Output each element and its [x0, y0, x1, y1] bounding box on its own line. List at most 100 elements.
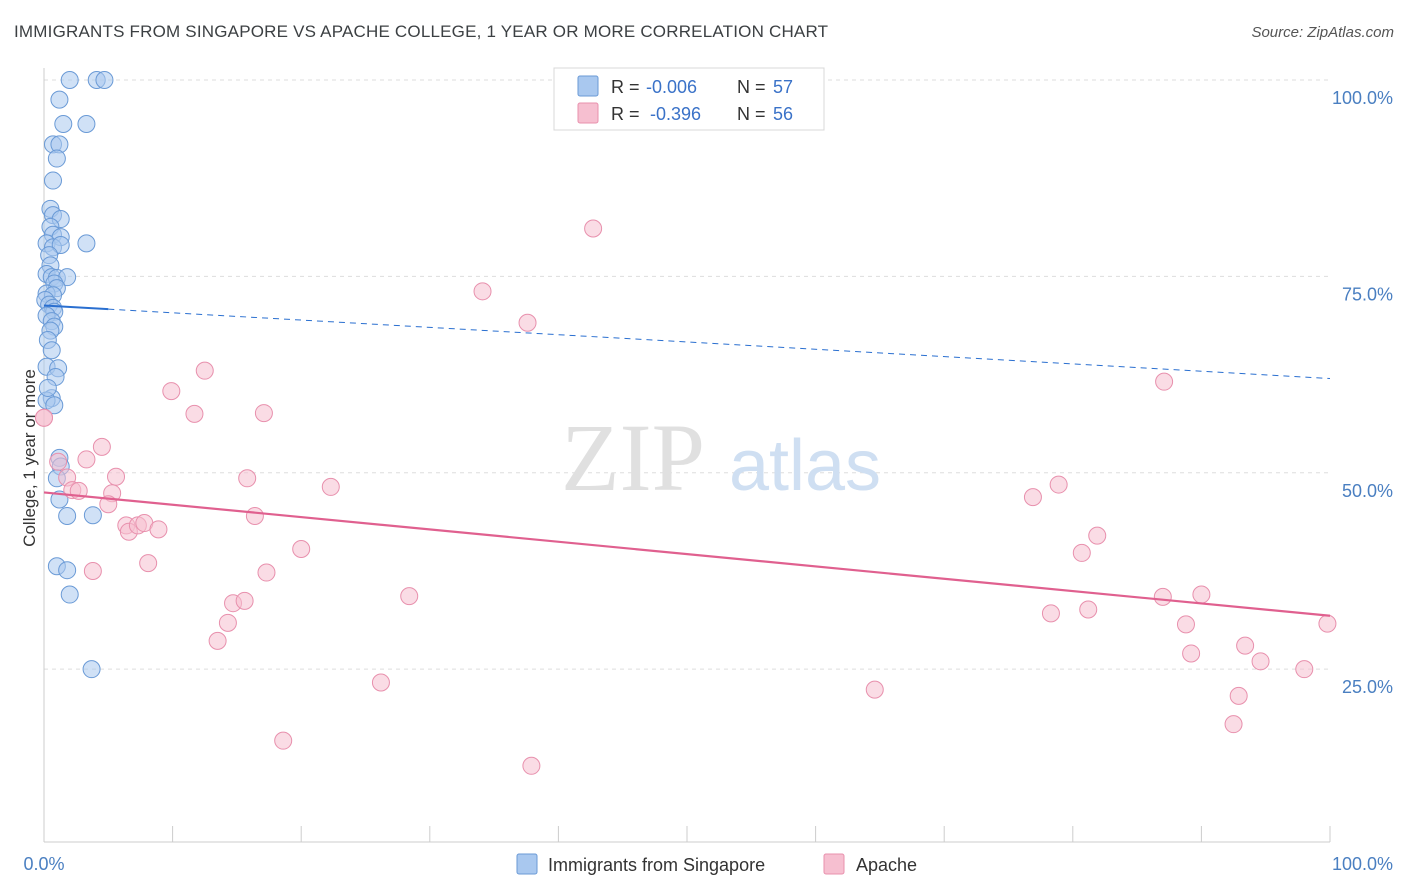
- point-apache: [245, 506, 264, 525]
- point-apache: [1295, 660, 1314, 679]
- trend-line-apache: [43, 491, 1331, 617]
- point-singapore: [42, 341, 61, 360]
- point-apache: [208, 631, 227, 650]
- watermark-zip: ZIP: [561, 404, 705, 511]
- legend-swatch-singapore: [516, 853, 538, 875]
- legend-r-value-blue: -0.006: [646, 77, 697, 97]
- point-apache: [139, 554, 158, 573]
- chart-title: IMMIGRANTS FROM SINGAPORE VS APACHE COLL…: [14, 22, 829, 41]
- point-singapore: [44, 171, 63, 190]
- trend-lines: [43, 304, 1331, 617]
- point-apache: [238, 469, 257, 488]
- point-apache: [400, 587, 419, 606]
- point-apache: [107, 467, 126, 486]
- source-label: Source: ZipAtlas.com: [1251, 24, 1394, 41]
- correlation-legend: R = -0.006 N = 57 R = -0.396 N = 56: [553, 67, 825, 131]
- point-apache: [218, 613, 237, 632]
- y-tick-label: 50.0%: [1342, 481, 1393, 501]
- point-apache: [1155, 372, 1174, 391]
- point-apache: [77, 450, 96, 469]
- point-apache: [254, 404, 273, 423]
- point-singapore: [95, 71, 114, 89]
- legend-label-apache: Apache: [856, 855, 917, 875]
- legend-r-label: R =: [611, 104, 640, 124]
- point-apache: [1236, 636, 1255, 655]
- point-singapore: [47, 149, 66, 168]
- point-apache: [1192, 585, 1211, 604]
- y-tick-label: 75.0%: [1342, 284, 1393, 304]
- legend-label-singapore: Immigrants from Singapore: [548, 855, 765, 875]
- trend-line-singapore: [43, 304, 109, 311]
- point-apache: [473, 282, 492, 301]
- point-apache: [1229, 686, 1248, 705]
- point-singapore: [50, 90, 69, 109]
- watermark-atlas: atlas: [729, 426, 881, 506]
- point-apache: [865, 680, 884, 699]
- point-apache: [1224, 715, 1243, 734]
- point-apache: [35, 408, 53, 427]
- x-tick-label: 100.0%: [1332, 854, 1393, 874]
- point-apache: [185, 404, 204, 423]
- point-apache: [1153, 587, 1172, 606]
- point-apache: [195, 361, 214, 380]
- point-singapore: [60, 71, 79, 89]
- legend-r-label: R =: [611, 77, 640, 97]
- legend-n-value-blue: 57: [773, 77, 793, 97]
- point-apache: [1079, 600, 1098, 619]
- point-apache: [321, 477, 340, 496]
- y-tick-label: 25.0%: [1342, 677, 1393, 697]
- legend-n-label: N =: [737, 77, 766, 97]
- point-apache: [257, 563, 276, 582]
- x-tick-labels: 0.0% 100.0%: [23, 854, 1393, 874]
- point-singapore: [82, 660, 101, 679]
- legend-n-value-pink: 56: [773, 104, 793, 124]
- point-apache: [1049, 475, 1068, 494]
- point-singapore: [54, 114, 73, 133]
- point-singapore: [60, 585, 79, 604]
- watermark: ZIP atlas: [561, 404, 881, 511]
- point-apache: [371, 673, 390, 692]
- legend-box: [553, 67, 825, 131]
- point-apache: [1318, 614, 1337, 633]
- grid: [44, 79, 1330, 670]
- y-tick-label: 100.0%: [1332, 88, 1393, 108]
- point-apache: [49, 452, 68, 471]
- legend-swatch-apache: [823, 853, 845, 875]
- point-apache: [584, 219, 603, 238]
- point-apache: [1176, 615, 1195, 634]
- series-legend: Immigrants from Singapore Apache: [516, 853, 917, 875]
- point-singapore: [38, 378, 57, 397]
- point-apache: [235, 591, 254, 610]
- point-singapore: [77, 234, 96, 253]
- point-apache: [83, 561, 102, 580]
- data-points: [35, 71, 1337, 775]
- point-apache: [522, 756, 541, 775]
- x-tick-label: 0.0%: [23, 854, 64, 874]
- point-apache: [292, 539, 311, 558]
- y-axis-label: College, 1 year or more: [20, 369, 39, 547]
- point-apache: [1251, 652, 1270, 671]
- point-singapore: [58, 561, 77, 580]
- point-singapore: [45, 396, 64, 415]
- point-singapore: [77, 114, 96, 133]
- point-singapore: [51, 235, 70, 254]
- legend-swatch-pink: [577, 102, 599, 124]
- legend-swatch-blue: [577, 75, 599, 97]
- point-singapore: [83, 506, 102, 525]
- axes: [43, 68, 1331, 843]
- point-apache: [1072, 543, 1091, 562]
- point-apache: [1182, 644, 1201, 663]
- point-apache: [92, 437, 111, 456]
- point-apache: [162, 382, 181, 401]
- point-apache: [274, 731, 293, 750]
- legend-n-label: N =: [737, 104, 766, 124]
- y-tick-labels: 25.0% 50.0% 75.0% 100.0%: [1332, 88, 1393, 697]
- point-singapore: [58, 506, 77, 525]
- legend-r-value-pink: -0.396: [650, 104, 701, 124]
- point-apache: [1041, 604, 1060, 623]
- point-apache: [1023, 488, 1042, 507]
- point-apache: [149, 520, 168, 539]
- trend-line-singapore-dashed: [108, 308, 1331, 380]
- point-apache: [1088, 526, 1107, 545]
